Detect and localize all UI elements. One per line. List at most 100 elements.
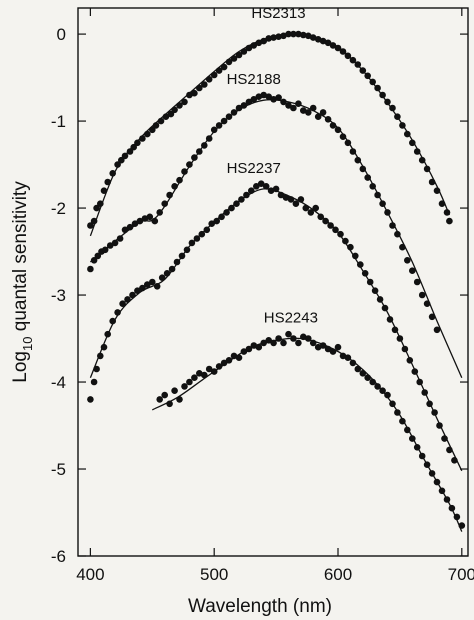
data-point-hs2313 bbox=[379, 91, 386, 99]
y-tick-label: -1 bbox=[51, 112, 66, 131]
data-point-hs2188 bbox=[300, 107, 307, 114]
data-point-hs2237 bbox=[451, 457, 458, 464]
data-point-hs2243 bbox=[285, 330, 292, 338]
data-point-hs2313 bbox=[354, 61, 362, 68]
data-point-hs2313 bbox=[157, 117, 165, 125]
data-point-hs2243 bbox=[409, 435, 416, 442]
data-point-hs2237 bbox=[307, 209, 315, 216]
data-point-hs2188 bbox=[151, 217, 159, 225]
data-point-hs2313 bbox=[399, 122, 406, 129]
data-point-hs2237 bbox=[347, 243, 354, 251]
data-point-hs2313 bbox=[443, 209, 451, 216]
data-point-hs2237 bbox=[436, 422, 443, 429]
data-point-hs2243 bbox=[240, 348, 248, 355]
y-tick-label: -6 bbox=[51, 547, 66, 566]
data-point-hs2188 bbox=[314, 113, 322, 120]
data-point-hs2313 bbox=[260, 37, 268, 45]
data-point-hs2237 bbox=[193, 235, 201, 242]
data-point-hs2237 bbox=[257, 180, 265, 187]
x-tick-label: 500 bbox=[200, 565, 228, 584]
data-point-hs2313 bbox=[97, 200, 104, 207]
data-point-hs2313 bbox=[418, 156, 426, 164]
data-point-hs2313 bbox=[90, 217, 98, 225]
data-point-hs2188 bbox=[324, 116, 332, 123]
data-point-hs2243 bbox=[438, 487, 446, 495]
data-point-hs2188 bbox=[87, 265, 94, 273]
data-point-hs2237 bbox=[233, 200, 240, 207]
data-point-hs2237 bbox=[381, 304, 389, 312]
data-point-hs2188 bbox=[305, 109, 312, 116]
data-point-hs2313 bbox=[149, 126, 156, 134]
data-point-hs2237 bbox=[104, 330, 111, 338]
data-point-hs2313 bbox=[300, 31, 307, 39]
data-point-hs2237 bbox=[371, 287, 379, 295]
data-point-hs2243 bbox=[344, 354, 352, 362]
data-point-hs2237 bbox=[302, 204, 310, 212]
x-tick-label: 700 bbox=[448, 565, 474, 584]
data-point-hs2313 bbox=[144, 130, 151, 138]
data-point-hs2237 bbox=[158, 274, 166, 282]
data-point-hs2188 bbox=[295, 100, 302, 107]
data-point-hs2313 bbox=[205, 76, 213, 83]
data-point-hs2313 bbox=[394, 113, 401, 120]
data-point-hs2313 bbox=[438, 200, 446, 207]
data-point-hs2313 bbox=[433, 187, 441, 194]
y-axis-title: Log10 quantal sensitivity bbox=[10, 181, 35, 383]
data-point-hs2188 bbox=[359, 165, 367, 173]
data-point-hs2188 bbox=[428, 313, 436, 321]
data-point-hs2313 bbox=[152, 122, 160, 129]
data-point-hs2237 bbox=[262, 183, 270, 190]
data-point-hs2188 bbox=[210, 126, 218, 134]
data-point-hs2237 bbox=[149, 278, 156, 286]
data-point-hs2313 bbox=[324, 39, 332, 47]
data-point-hs2188 bbox=[374, 191, 381, 199]
data-point-hs2243 bbox=[413, 444, 421, 451]
data-point-hs2313 bbox=[339, 48, 347, 55]
data-point-hs2243 bbox=[181, 383, 188, 390]
data-point-hs2313 bbox=[359, 67, 367, 74]
data-point-hs2188 bbox=[230, 109, 238, 116]
data-point-hs2188 bbox=[260, 91, 268, 99]
data-point-hs2237 bbox=[337, 230, 344, 238]
data-point-hs2243 bbox=[205, 365, 213, 373]
data-point-hs2237 bbox=[357, 261, 364, 268]
data-point-hs2237 bbox=[248, 187, 255, 194]
data-point-hs2188 bbox=[94, 252, 102, 260]
data-point-hs2237 bbox=[223, 209, 230, 216]
data-point-hs2237 bbox=[109, 317, 116, 325]
data-point-hs2237 bbox=[139, 284, 146, 292]
data-point-hs2313 bbox=[162, 113, 170, 120]
data-point-hs2313 bbox=[285, 30, 292, 38]
data-point-hs2188 bbox=[225, 113, 233, 120]
data-point-hs2188 bbox=[384, 209, 391, 216]
data-point-hs2243 bbox=[210, 368, 218, 375]
data-point-hs2188 bbox=[399, 243, 406, 251]
y-tick-label: -3 bbox=[51, 286, 66, 305]
x-tick-label: 400 bbox=[76, 565, 104, 584]
data-point-hs2313 bbox=[364, 72, 372, 80]
data-point-hs2243 bbox=[349, 359, 357, 367]
data-point-hs2243 bbox=[305, 335, 312, 342]
data-point-hs2313 bbox=[139, 135, 146, 142]
y-axis-title-rest: quantal sensitivity bbox=[10, 181, 31, 337]
data-point-hs2313 bbox=[409, 139, 416, 147]
data-point-hs2188 bbox=[181, 168, 188, 175]
data-point-hs2188 bbox=[270, 96, 277, 103]
data-point-hs2243 bbox=[196, 370, 203, 377]
data-point-hs2237 bbox=[277, 191, 285, 199]
data-point-hs2313 bbox=[309, 34, 317, 41]
data-point-hs2188 bbox=[215, 122, 223, 129]
data-point-hs2237 bbox=[426, 400, 433, 408]
data-point-hs2237 bbox=[93, 365, 100, 373]
data-point-hs2243 bbox=[220, 359, 228, 367]
data-point-hs2237 bbox=[361, 270, 369, 277]
series-label-hs2313: HS2313 bbox=[251, 5, 305, 22]
data-point-hs2188 bbox=[126, 223, 134, 231]
data-point-hs2313 bbox=[215, 67, 223, 74]
data-point-hs2237 bbox=[129, 291, 136, 299]
data-point-hs2243 bbox=[186, 378, 193, 386]
data-point-hs2313 bbox=[275, 33, 282, 40]
data-point-hs2188 bbox=[196, 148, 203, 155]
data-point-hs2313 bbox=[114, 161, 121, 168]
